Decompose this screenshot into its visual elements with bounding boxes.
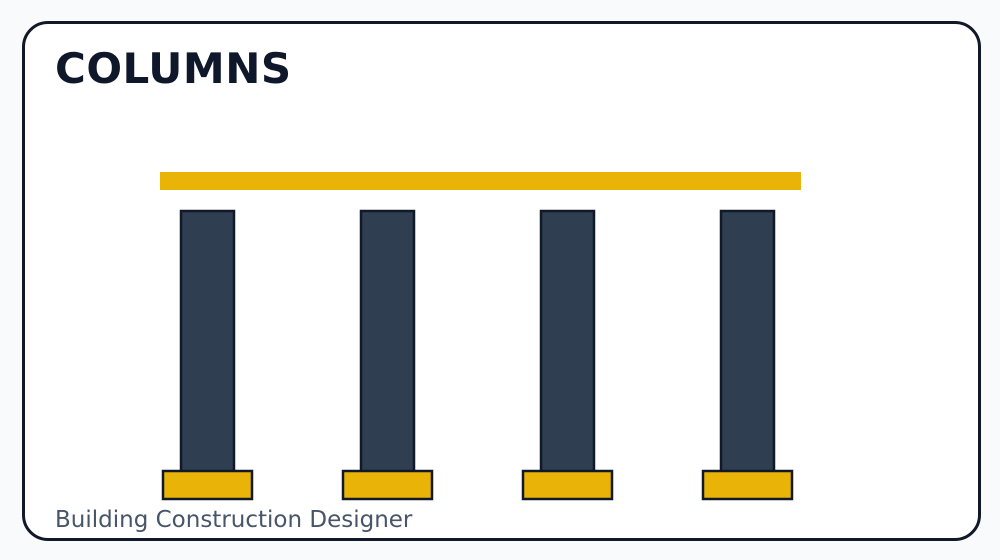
footing-4	[701, 469, 794, 501]
column-4	[719, 209, 776, 474]
footing-2	[341, 469, 434, 501]
column-2	[359, 209, 416, 474]
page-title: COLUMNS	[55, 44, 292, 93]
column-group	[161, 209, 794, 501]
column-3	[539, 209, 596, 474]
footing-1	[161, 469, 254, 501]
app-name-caption: Building Construction Designer	[55, 507, 413, 533]
column-1	[179, 209, 236, 474]
top-beam	[160, 172, 801, 190]
footing-3	[521, 469, 614, 501]
